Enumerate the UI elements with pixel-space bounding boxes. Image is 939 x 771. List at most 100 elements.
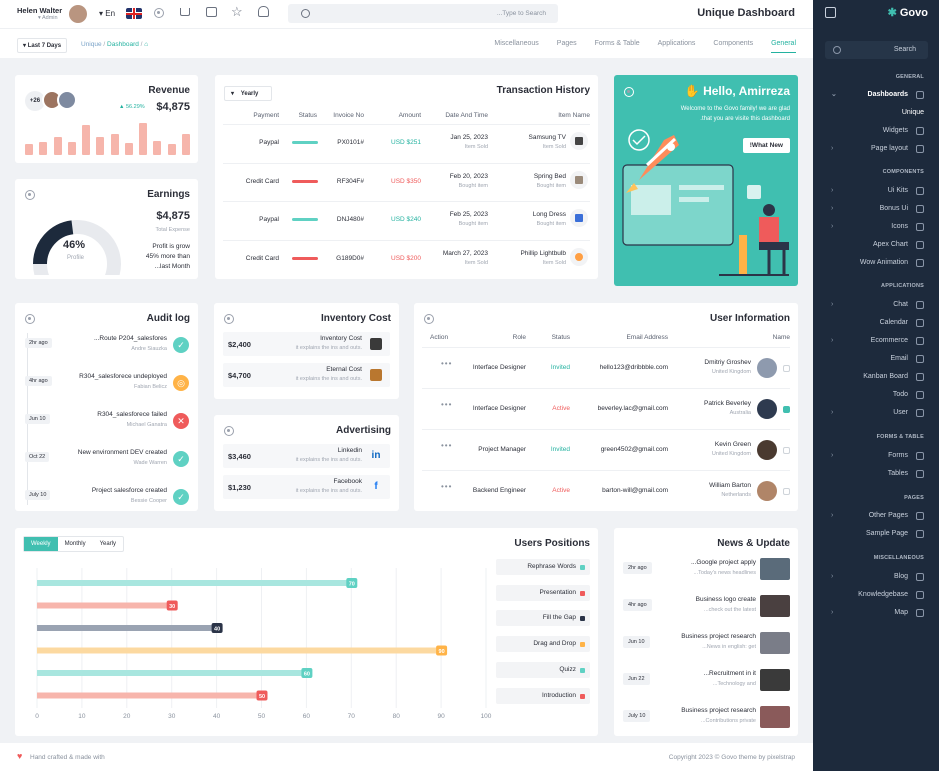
list-item[interactable]: $2,400 Inventory Cost it explains the ins … [223,332,390,356]
star-icon[interactable]: ☆ [231,4,243,19]
language-selector[interactable]: ▾ En [99,9,116,18]
sidebar-item-ecommerce[interactable]: › Ecommerce [825,334,924,348]
settings-icon[interactable] [25,190,35,200]
legend-item[interactable]: Drag and Drop [496,636,590,653]
sidebar-item-todo[interactable]: Todo [825,388,924,402]
sidebar-item-unique[interactable]: Unique [825,106,924,120]
sidebar-search-input[interactable]: Search [893,46,916,53]
list-item[interactable]: July 10 Business project research ...Contr… [614,705,798,731]
list-item[interactable]: $3,460 Linkedin it explains the ins and ou… [223,444,390,468]
list-item[interactable]: $4,700 Eternal Cost it explains the ins an… [223,363,390,387]
legend-item[interactable]: Fill the Gap [496,610,590,627]
tab-applications[interactable]: Applications [657,40,696,47]
sidebar-item-wow-animation[interactable]: Wow Animation [825,256,924,270]
sidebar-item-ui-kits[interactable]: › Ui Kits [825,184,924,198]
breadcrumb-unique[interactable]: Unique [81,41,102,48]
settings-icon[interactable] [224,314,234,324]
sidebar-item-email[interactable]: Email [825,352,924,366]
list-item[interactable]: $1,230 Facebook it explains the ins and ou… [223,475,390,499]
table-row[interactable]: ••• Project Manager Invited green4502@gmail… [414,440,798,466]
calendar-icon[interactable] [206,7,217,17]
legend-item[interactable]: Presentation [496,584,590,601]
more-actions-icon[interactable]: ••• [441,482,453,491]
table-row[interactable]: Credit Card RF304F# USD $350 Feb 20, 2023 Bo… [215,170,598,200]
list-item[interactable]: July 10 Project salesforce created Bessie … [15,487,198,513]
settings-icon[interactable] [154,8,164,18]
tab-general[interactable]: General [771,40,796,53]
list-item[interactable]: Jun 10 Business project research ...News i… [614,631,798,657]
sidebar-search[interactable]: Search [825,41,928,59]
sidebar-item-user[interactable]: › User [825,406,924,420]
row-checkbox[interactable] [783,447,790,454]
search-input[interactable]: ...Type to Search [496,10,546,17]
settings-icon[interactable] [224,426,234,436]
user-avatar[interactable] [69,5,87,23]
table-row[interactable]: Credit Card G189D0# USD $200 March 27, 2023… [215,247,598,277]
tab-components[interactable]: Components [713,40,754,47]
whats-new-button[interactable]: !What New [742,138,790,153]
cart-icon[interactable] [180,8,190,16]
bar[interactable] [37,625,217,631]
bar[interactable] [37,580,352,586]
breadcrumb-dashboard[interactable]: Dashboard [107,41,139,48]
list-item[interactable]: 2hr ago ...Route P204_salesfores Andre Sia… [15,335,198,361]
table-row[interactable]: Paypal DNJ480# USD $240 Feb 25, 2023 Bought … [215,208,598,238]
table-row[interactable]: ••• Backend Engineer Active barton-will@gma… [414,481,798,507]
tab-yearly[interactable]: Yearly [99,541,117,547]
bar[interactable] [37,647,442,654]
legend-item[interactable]: Rephrase Words [496,559,590,575]
sidebar-item-forms[interactable]: › Forms [825,449,924,463]
sidebar-item-chat[interactable]: › Chat [825,298,924,312]
sidebar-item-bonus-ui[interactable]: › Bonus Ui [825,202,924,216]
sidebar-item-dashboards[interactable]: ⌄ Dashboards [825,88,924,102]
list-item[interactable]: 4hr ago R304_salesforece undeployed Fabian… [15,373,198,399]
sidebar-item-tables[interactable]: Tables [825,467,924,481]
settings-icon[interactable] [424,314,434,324]
table-row[interactable]: ••• Interface Designer Invited hello123@dri… [414,358,798,384]
user-name[interactable]: Helen Walter [17,6,63,15]
sidebar-item-kanban-board[interactable]: Kanban Board [825,370,924,384]
search-bar[interactable]: ...Type to Search [288,4,558,23]
legend-item[interactable]: Introduction [496,687,590,704]
sidebar-item-blog[interactable]: › Blog [825,570,924,584]
sidebar-item-page-layout[interactable]: › Page layout [825,142,924,156]
sidebar-item-map[interactable]: › Map [825,606,924,620]
bar[interactable] [37,670,307,676]
table-row[interactable]: Paypal PX0101# USD $251 Jan 25, 2023 Item So… [215,131,598,161]
tab-miscellaneous[interactable]: Miscellaneous [494,40,539,47]
legend-item[interactable]: Quizz [496,661,590,678]
sidebar-item-sample-page[interactable]: Sample Page [825,527,924,541]
transaction-filter-button[interactable]: ▾ Yearly [224,86,272,101]
home-icon[interactable]: ⌂ [144,41,149,48]
sidebar-item-other-pages[interactable]: › Other Pages [825,509,924,523]
list-item[interactable]: Jun 10 R304_salesforece failed Michael Gan… [15,411,198,437]
table-row[interactable]: ••• Interface Designer Active beverley.lac@… [414,399,798,425]
more-actions-icon[interactable]: ••• [441,400,453,409]
bar[interactable] [37,692,262,699]
grid-toggle-icon[interactable] [825,7,836,18]
bar[interactable] [37,602,172,609]
list-item[interactable]: 4hr ago Business logo create ...check out … [614,594,798,620]
row-checkbox[interactable] [783,365,790,372]
date-filter-button[interactable]: ▾ Last 7 Days [17,38,68,53]
sidebar-item-icons[interactable]: › Icons [825,220,924,234]
sidebar-item-widgets[interactable]: Widgets [825,124,924,138]
settings-icon[interactable] [25,314,35,324]
notification-bell-icon[interactable] [258,6,269,17]
row-checkbox[interactable] [783,488,790,495]
list-item[interactable]: Jun 22 ...Recruitment in it ...Technology … [614,668,798,694]
row-checkbox[interactable] [783,406,790,413]
sidebar-item-calendar[interactable]: Calendar [825,316,924,330]
list-item[interactable]: Oct 22 New environment DEV created Wade Wa… [15,449,198,475]
tab-weekly[interactable]: Weekly [24,537,58,551]
logo[interactable]: ✱ Govo [887,7,928,19]
list-item[interactable]: 2hr ago ...Google project apply ...Today's… [614,557,798,583]
tab-forms-table[interactable]: Forms & Table [594,40,640,47]
more-actions-icon[interactable]: ••• [441,359,453,368]
settings-icon[interactable] [624,87,634,97]
more-actions-icon[interactable]: ••• [441,441,453,450]
sidebar-item-knowledgebase[interactable]: Knowledgebase [825,588,924,602]
tab-pages[interactable]: Pages [556,40,577,47]
tab-monthly[interactable]: Monthly [64,541,86,547]
sidebar-item-apex-chart[interactable]: Apex Chart [825,238,924,252]
